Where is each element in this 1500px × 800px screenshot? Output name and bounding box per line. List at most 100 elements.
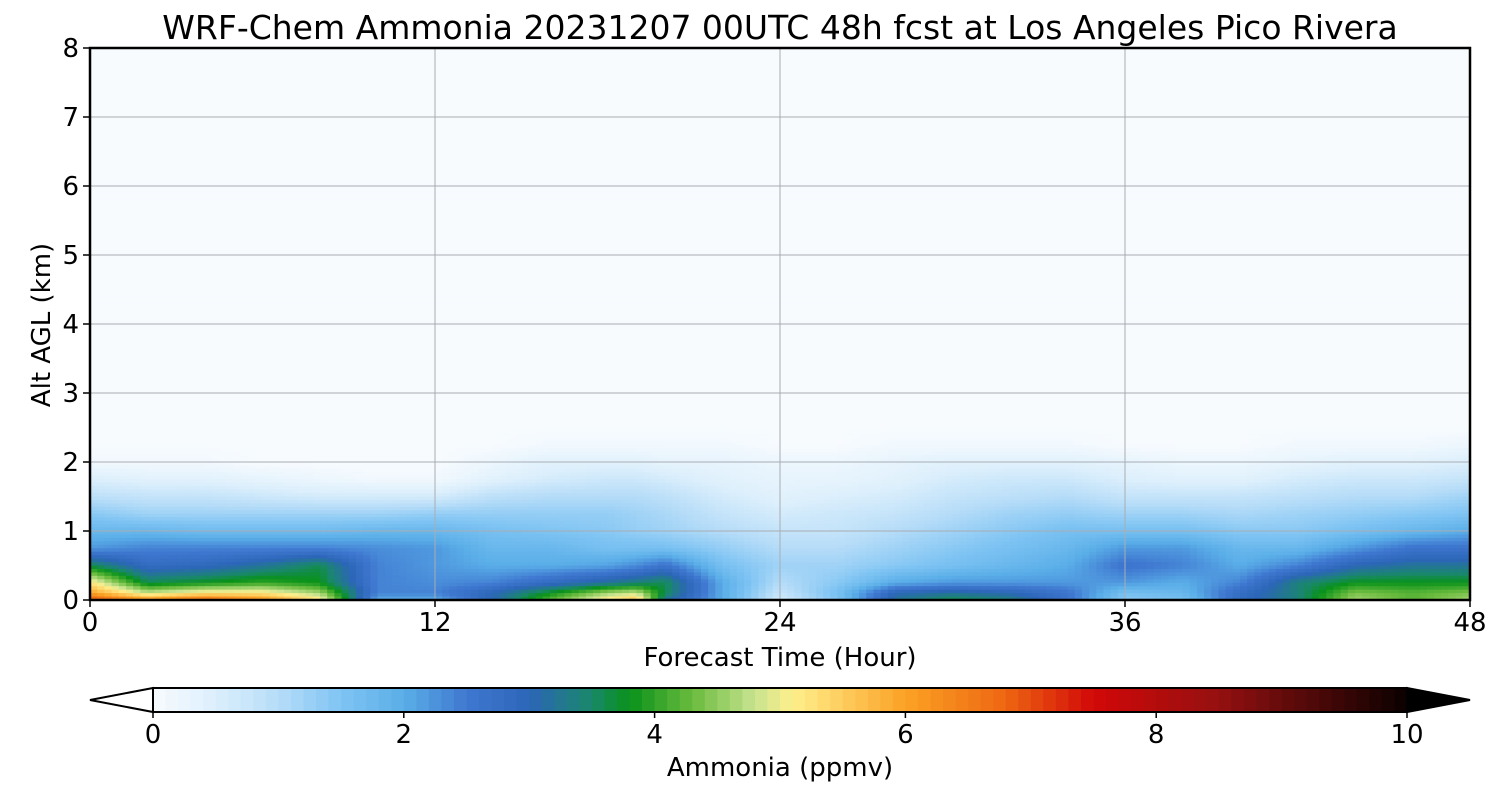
heatmap-cell (1045, 103, 1054, 108)
heatmap-cell (154, 89, 163, 94)
heatmap-cell (1405, 54, 1414, 59)
heatmap-cell (133, 106, 141, 111)
heatmap-cell (427, 89, 436, 94)
heatmap-cell (435, 51, 443, 56)
heatmap-cell (808, 61, 817, 66)
heatmap-cell (1045, 65, 1054, 70)
heatmap-cell (161, 106, 170, 111)
heatmap-cell (1326, 75, 1335, 80)
heatmap-cell (679, 130, 688, 135)
heatmap-cell (542, 65, 551, 70)
heatmap-cell (1283, 99, 1291, 104)
heatmap-cell (1434, 82, 1442, 87)
heatmap-cell (161, 127, 170, 132)
heatmap-cell (650, 61, 659, 66)
heatmap-cell (1390, 48, 1399, 53)
heatmap-cell (312, 92, 321, 97)
heatmap-cell (240, 117, 249, 122)
heatmap-cell (1347, 92, 1356, 97)
heatmap-cell (485, 99, 494, 104)
heatmap-cell (686, 75, 695, 80)
heatmap-cell (305, 68, 314, 73)
heatmap-cell (1304, 117, 1313, 122)
heatmap-cell (607, 117, 616, 122)
heatmap-cell (844, 85, 853, 90)
heatmap-cell (700, 120, 709, 125)
heatmap-cell (1024, 72, 1033, 77)
heatmap-cell (1304, 96, 1313, 101)
heatmap-cell (1261, 68, 1270, 73)
heatmap-cell (463, 117, 472, 122)
heatmap-cell (1240, 75, 1248, 80)
heatmap-cell (205, 127, 213, 132)
heatmap-cell (449, 113, 458, 118)
heatmap-cell (1405, 120, 1414, 125)
heatmap-cell (794, 117, 803, 122)
heatmap-cell (104, 127, 113, 132)
heatmap-cell (614, 134, 623, 139)
heatmap-cell (1232, 92, 1241, 97)
heatmap-cell (240, 134, 249, 139)
heatmap-cell (542, 82, 551, 87)
heatmap-cell (1024, 103, 1033, 108)
heatmap-cell (614, 130, 623, 135)
heatmap-cell (226, 51, 235, 56)
heatmap-cell (1283, 82, 1291, 87)
heatmap-cell (169, 82, 177, 87)
heatmap-cell (1254, 58, 1263, 63)
heatmap-cell (1096, 75, 1105, 80)
heatmap-cell (736, 75, 745, 80)
heatmap-cell (1196, 85, 1205, 90)
heatmap-cell (880, 99, 889, 104)
heatmap-cell (442, 103, 450, 108)
heatmap-cell (485, 127, 494, 132)
heatmap-cell (1448, 103, 1457, 108)
heatmap-cell (859, 130, 867, 135)
heatmap-cell (585, 65, 594, 70)
heatmap-cell (851, 103, 860, 108)
heatmap-cell (161, 65, 170, 70)
heatmap-cell (887, 103, 896, 108)
heatmap-cell (844, 79, 853, 84)
heatmap-cell (1390, 99, 1399, 104)
heatmap-cell (1419, 113, 1428, 118)
heatmap-cell (384, 61, 393, 66)
heatmap-cell (1204, 89, 1212, 94)
heatmap-cell (729, 103, 738, 108)
heatmap-cell (851, 54, 860, 59)
heatmap-cell (571, 54, 580, 59)
heatmap-cell (97, 68, 105, 73)
heatmap-cell (830, 82, 839, 87)
heatmap-cell (1110, 103, 1119, 108)
heatmap-cell (729, 120, 738, 125)
heatmap-cell (1333, 75, 1342, 80)
heatmap-cell (636, 51, 645, 56)
heatmap-cell (470, 99, 479, 104)
heatmap-cell (528, 65, 537, 70)
heatmap-cell (1204, 123, 1212, 128)
heatmap-cell (1125, 96, 1133, 101)
heatmap-cell (909, 110, 918, 115)
heatmap-cell (1117, 85, 1126, 90)
heatmap-cell (585, 51, 594, 56)
heatmap-cell (262, 134, 271, 139)
heatmap-cell (557, 113, 565, 118)
heatmap-cell (1089, 79, 1097, 84)
heatmap-cell (1081, 92, 1090, 97)
heatmap-cell (535, 82, 544, 87)
heatmap-cell (492, 117, 501, 122)
heatmap-cell (1283, 68, 1291, 73)
heatmap-cell (686, 130, 695, 135)
heatmap-cell (449, 103, 458, 108)
heatmap-cell (363, 82, 371, 87)
heatmap-cell (1376, 99, 1385, 104)
heatmap-cell (614, 103, 623, 108)
heatmap-cell (1311, 99, 1320, 104)
heatmap-cell (183, 92, 192, 97)
heatmap-cell (276, 106, 285, 111)
heatmap-cell (1189, 103, 1198, 108)
heatmap-cell (787, 103, 795, 108)
heatmap-cell (248, 127, 256, 132)
heatmap-cell (1362, 92, 1370, 97)
heatmap-cell (449, 120, 458, 125)
